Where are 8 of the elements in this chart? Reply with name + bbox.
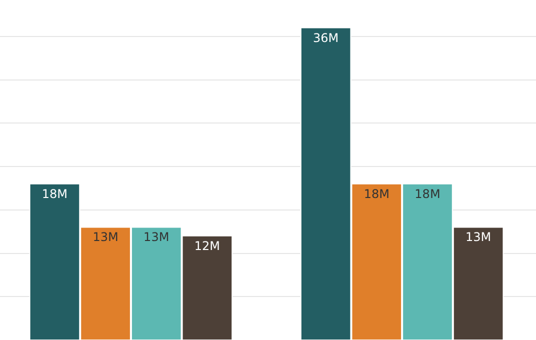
data-label: 12M [194, 238, 220, 253]
data-label: 18M [414, 186, 440, 201]
data-label: 18M [42, 186, 68, 201]
data-label: 13M [144, 230, 170, 244]
data-label: 36M [313, 30, 339, 45]
data-label: 13M [466, 230, 492, 244]
data-label: 13M [92, 230, 118, 244]
data-label: 18M [364, 186, 390, 201]
